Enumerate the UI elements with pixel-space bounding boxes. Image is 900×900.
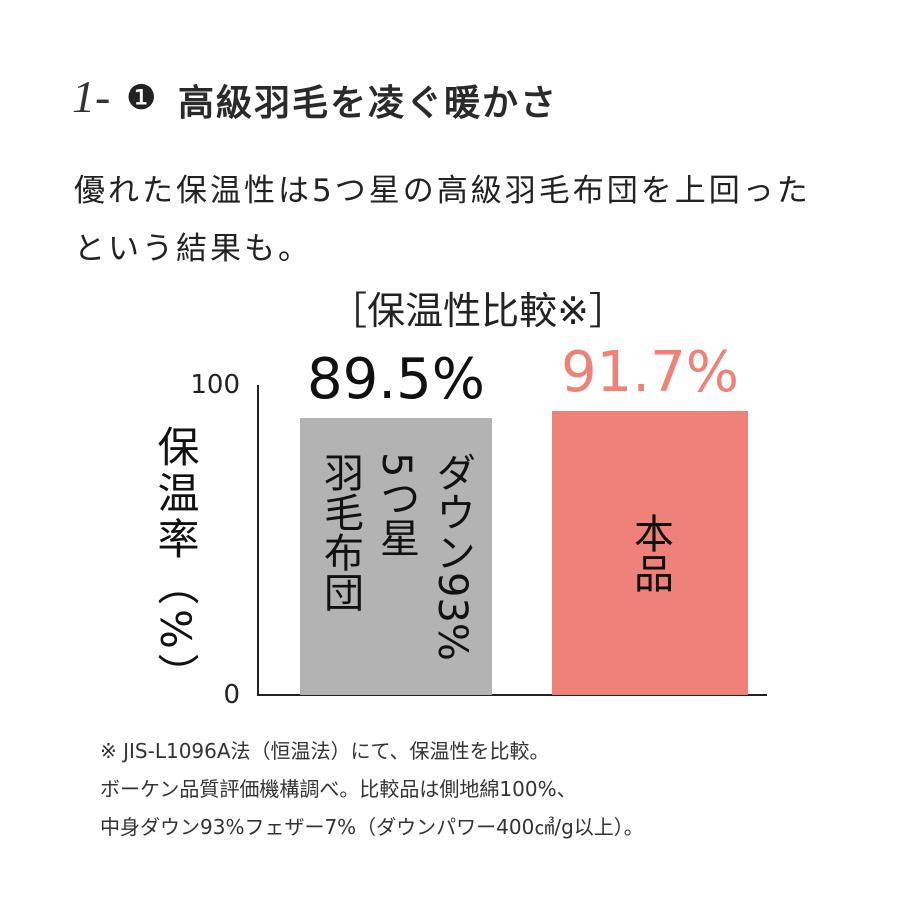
chart-title: ［保温性比較※］ [329, 289, 627, 333]
heading-number: 1- [72, 71, 111, 122]
category-label: ダウン93% 5つ星 羽毛布団 [317, 451, 475, 661]
y-tick-label: 0 [223, 680, 240, 710]
category-label: 本品 [627, 512, 673, 593]
note: ※ JIS-L1096A法（恒温法）にて、保温性を比較。 [100, 739, 550, 763]
x-axis [257, 694, 767, 696]
note: ボーケン品質評価機構調べ。比較品は側地綿100%、 [100, 777, 577, 801]
bar: ダウン93% 5つ星 羽毛布団 [300, 417, 492, 695]
y-axis [257, 385, 259, 696]
bar: 本品 [552, 410, 748, 695]
value-label: 89.5% [307, 346, 485, 412]
lead-text: 優れた保温性は5つ星の高級羽毛布団を上回ったという結果も。 [74, 173, 811, 267]
heading-badge: ❶ [126, 78, 157, 118]
value-label: 91.7% [561, 339, 739, 405]
heading-title: 高級羽毛を凌ぐ暖かさ [178, 82, 559, 124]
y-axis-label: 保温率（%） [151, 425, 200, 699]
note: 中身ダウン93%フェザー7%（ダウンパワー400㎤/g以上）。 [100, 815, 644, 839]
y-tick-label: 100 [190, 370, 240, 400]
